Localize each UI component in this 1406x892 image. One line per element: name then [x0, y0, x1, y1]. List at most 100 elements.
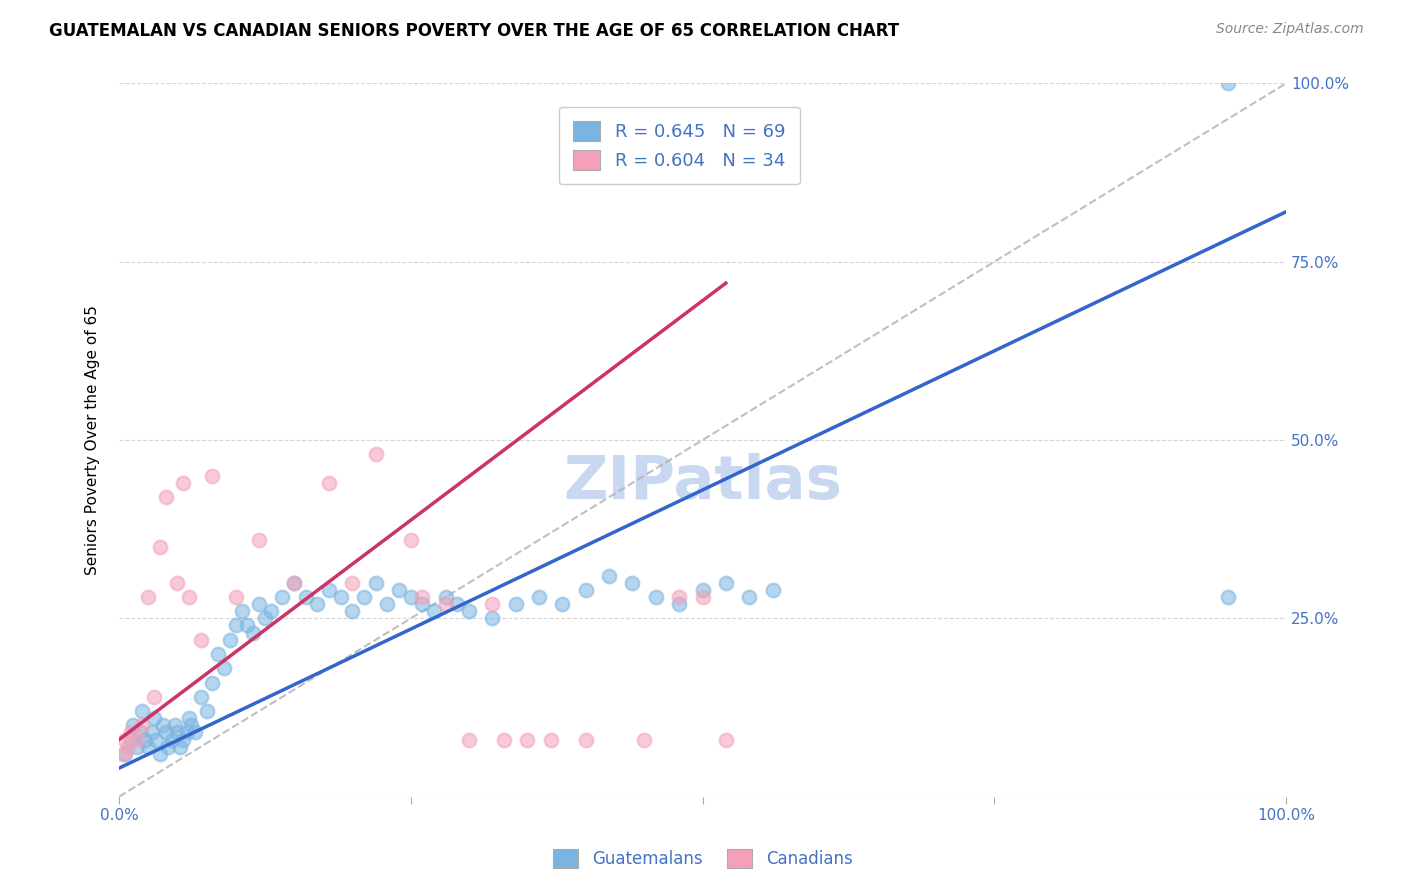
- Point: [283, 575, 305, 590]
- Legend: Guatemalans, Canadians: Guatemalans, Canadians: [547, 843, 859, 875]
- Point: [114, 732, 136, 747]
- Point: [155, 490, 177, 504]
- Point: [423, 604, 446, 618]
- Point: [201, 468, 224, 483]
- Point: [247, 597, 270, 611]
- Text: GUATEMALAN VS CANADIAN SENIORS POVERTY OVER THE AGE OF 65 CORRELATION CHART: GUATEMALAN VS CANADIAN SENIORS POVERTY O…: [49, 22, 900, 40]
- Point: [434, 597, 457, 611]
- Legend: R = 0.645   N = 69, R = 0.604   N = 34: R = 0.645 N = 69, R = 0.604 N = 34: [558, 107, 800, 185]
- Point: [166, 575, 188, 590]
- Point: [129, 725, 152, 739]
- Point: [195, 704, 218, 718]
- Point: [668, 597, 690, 611]
- Point: [131, 718, 153, 732]
- Point: [143, 690, 166, 704]
- Point: [131, 704, 153, 718]
- Point: [155, 725, 177, 739]
- Point: [458, 604, 481, 618]
- Point: [342, 604, 364, 618]
- Point: [399, 590, 422, 604]
- Point: [364, 575, 387, 590]
- Point: [177, 590, 200, 604]
- Point: [692, 590, 714, 604]
- Point: [165, 718, 187, 732]
- Point: [149, 540, 172, 554]
- Point: [527, 590, 550, 604]
- Point: [242, 625, 264, 640]
- Point: [481, 611, 503, 625]
- Point: [125, 732, 148, 747]
- Point: [149, 747, 172, 761]
- Point: [761, 582, 783, 597]
- Point: [134, 732, 156, 747]
- Text: ZIPatlas: ZIPatlas: [562, 453, 842, 512]
- Point: [120, 725, 142, 739]
- Point: [644, 590, 666, 604]
- Point: [145, 732, 167, 747]
- Point: [411, 597, 433, 611]
- Point: [136, 590, 159, 604]
- Point: [111, 747, 134, 761]
- Point: [283, 575, 305, 590]
- Point: [458, 732, 481, 747]
- Text: Source: ZipAtlas.com: Source: ZipAtlas.com: [1216, 22, 1364, 37]
- Point: [225, 590, 247, 604]
- Point: [219, 632, 242, 647]
- Point: [271, 590, 294, 604]
- Point: [122, 718, 145, 732]
- Point: [1216, 77, 1239, 91]
- Point: [516, 732, 538, 747]
- Point: [551, 597, 574, 611]
- Point: [411, 590, 433, 604]
- Point: [633, 732, 655, 747]
- Point: [505, 597, 527, 611]
- Point: [190, 632, 212, 647]
- Point: [714, 575, 737, 590]
- Point: [446, 597, 468, 611]
- Point: [114, 747, 136, 761]
- Point: [120, 732, 142, 747]
- Point: [377, 597, 399, 611]
- Point: [738, 590, 761, 604]
- Point: [353, 590, 375, 604]
- Point: [318, 475, 340, 490]
- Point: [184, 725, 207, 739]
- Point: [494, 732, 516, 747]
- Point: [207, 647, 229, 661]
- Point: [342, 575, 364, 590]
- Point: [225, 618, 247, 632]
- Point: [575, 582, 598, 597]
- Point: [212, 661, 235, 675]
- Point: [1216, 590, 1239, 604]
- Point: [172, 475, 194, 490]
- Point: [180, 718, 202, 732]
- Point: [157, 739, 180, 754]
- Point: [692, 582, 714, 597]
- Point: [575, 732, 598, 747]
- Point: [540, 732, 562, 747]
- Point: [621, 575, 644, 590]
- Point: [294, 590, 316, 604]
- Point: [143, 711, 166, 725]
- Point: [388, 582, 411, 597]
- Point: [318, 582, 340, 597]
- Point: [201, 675, 224, 690]
- Point: [166, 725, 188, 739]
- Point: [136, 739, 159, 754]
- Point: [434, 590, 457, 604]
- Point: [253, 611, 276, 625]
- Point: [231, 604, 253, 618]
- Point: [598, 568, 620, 582]
- Point: [399, 533, 422, 547]
- Y-axis label: Seniors Poverty Over the Age of 65: Seniors Poverty Over the Age of 65: [86, 305, 100, 575]
- Point: [236, 618, 259, 632]
- Point: [714, 732, 737, 747]
- Point: [247, 533, 270, 547]
- Point: [260, 604, 283, 618]
- Point: [177, 711, 200, 725]
- Point: [190, 690, 212, 704]
- Point: [668, 590, 690, 604]
- Point: [176, 725, 198, 739]
- Point: [125, 739, 148, 754]
- Point: [172, 732, 194, 747]
